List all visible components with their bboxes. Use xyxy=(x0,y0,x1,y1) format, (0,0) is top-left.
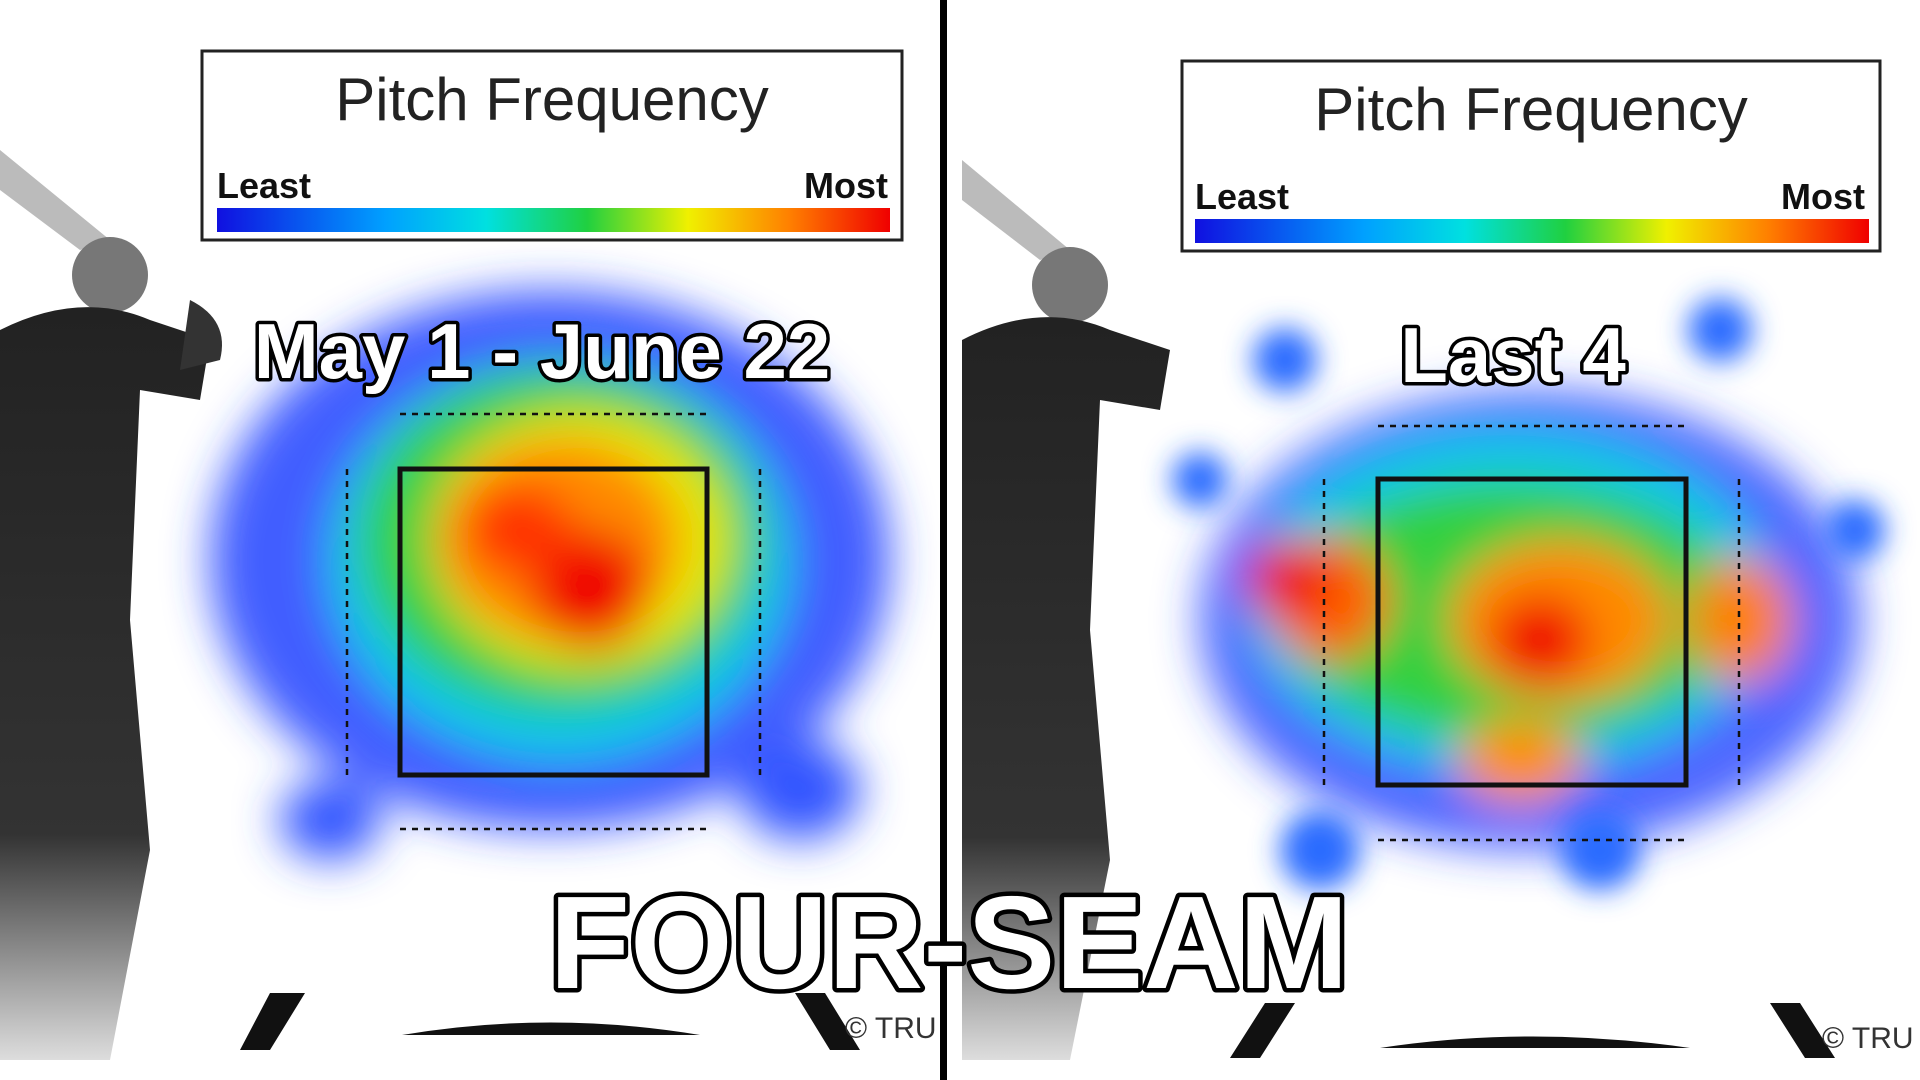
batter xyxy=(0,150,222,1061)
panel-label: Last 4 xyxy=(1400,311,1625,399)
legend-gradient xyxy=(217,208,890,232)
legend-title: Pitch Frequency xyxy=(335,66,769,133)
left-panel: Pitch Frequency Least Most May 1 - June … xyxy=(0,49,937,1061)
panel-label: May 1 - June 22 xyxy=(254,307,831,395)
credit: © TRU xyxy=(1822,1022,1914,1055)
legend-gradient xyxy=(1195,219,1869,243)
legend-most: Most xyxy=(804,165,888,206)
right-panel: Pitch Frequency Least Most Last 4 © TRU xyxy=(962,59,1914,1061)
legend-least: Least xyxy=(217,165,311,206)
credit: © TRU xyxy=(845,1012,937,1045)
heatmap-spots xyxy=(1172,298,1885,890)
pitch-type-overlay: FOUR-SEAM xyxy=(549,869,1348,1016)
legend-least: Least xyxy=(1195,176,1289,217)
batter xyxy=(962,160,1170,1061)
heatmap xyxy=(1200,390,1860,850)
legend-most: Most xyxy=(1781,176,1865,217)
divider xyxy=(940,0,947,1080)
legend-title: Pitch Frequency xyxy=(1314,76,1748,143)
strike-zone xyxy=(397,466,710,778)
home-plate xyxy=(1230,1003,1835,1058)
strike-zone xyxy=(1375,476,1689,788)
heatmap xyxy=(210,290,890,860)
